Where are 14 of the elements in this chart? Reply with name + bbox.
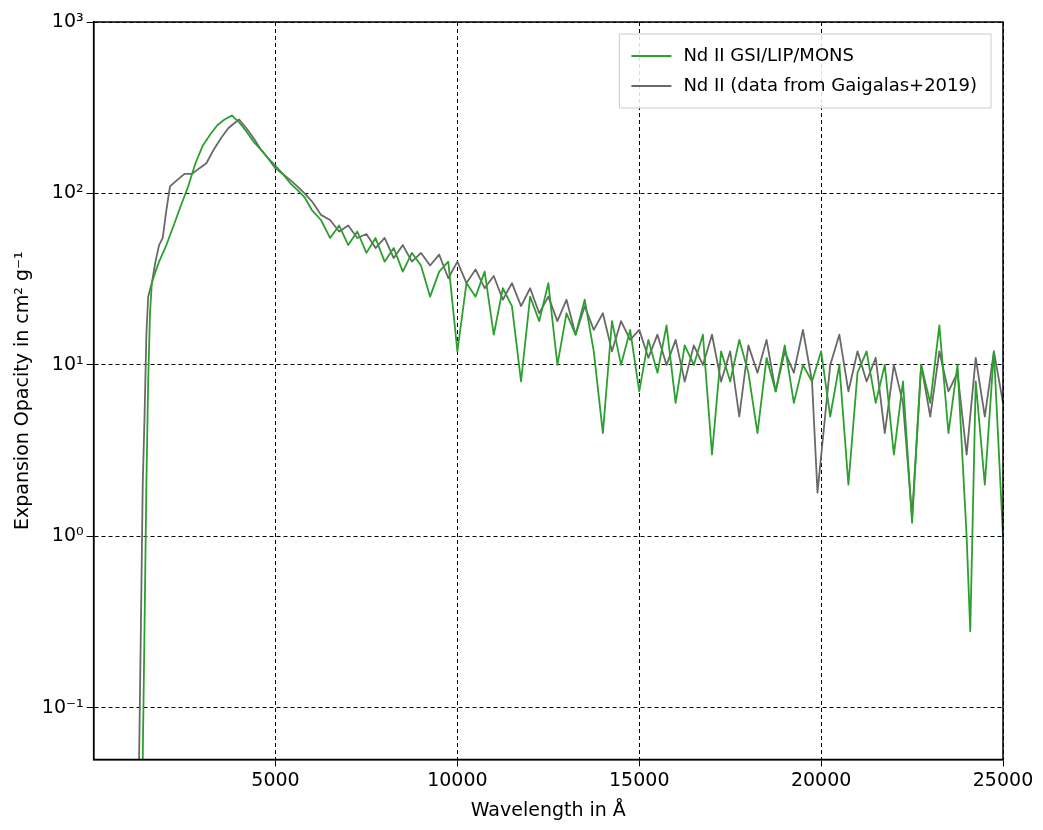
x-tick-label: 10000 (427, 767, 488, 790)
x-tick-label: 5000 (251, 767, 300, 790)
y-tick-label: 10⁰ (51, 523, 84, 546)
y-tick-label: 10³ (51, 8, 84, 31)
x-axis-title: Wavelength in Å (470, 797, 626, 820)
y-tick-label: 10⁻¹ (41, 694, 84, 717)
y-tick-label: 10² (51, 180, 84, 203)
x-tick-label: 20000 (790, 767, 852, 790)
x-tick-label: 15000 (609, 767, 670, 790)
y-tick-label: 10¹ (51, 351, 84, 374)
legend-label: Nd II GSI/LIP/MONS (683, 43, 854, 65)
y-axis-title: Expansion Opacity in cm² g⁻¹ (10, 251, 33, 531)
x-tick-label: 25000 (972, 767, 1034, 790)
legend-label: Nd II (data from Gaigalas+2019) (683, 73, 977, 95)
